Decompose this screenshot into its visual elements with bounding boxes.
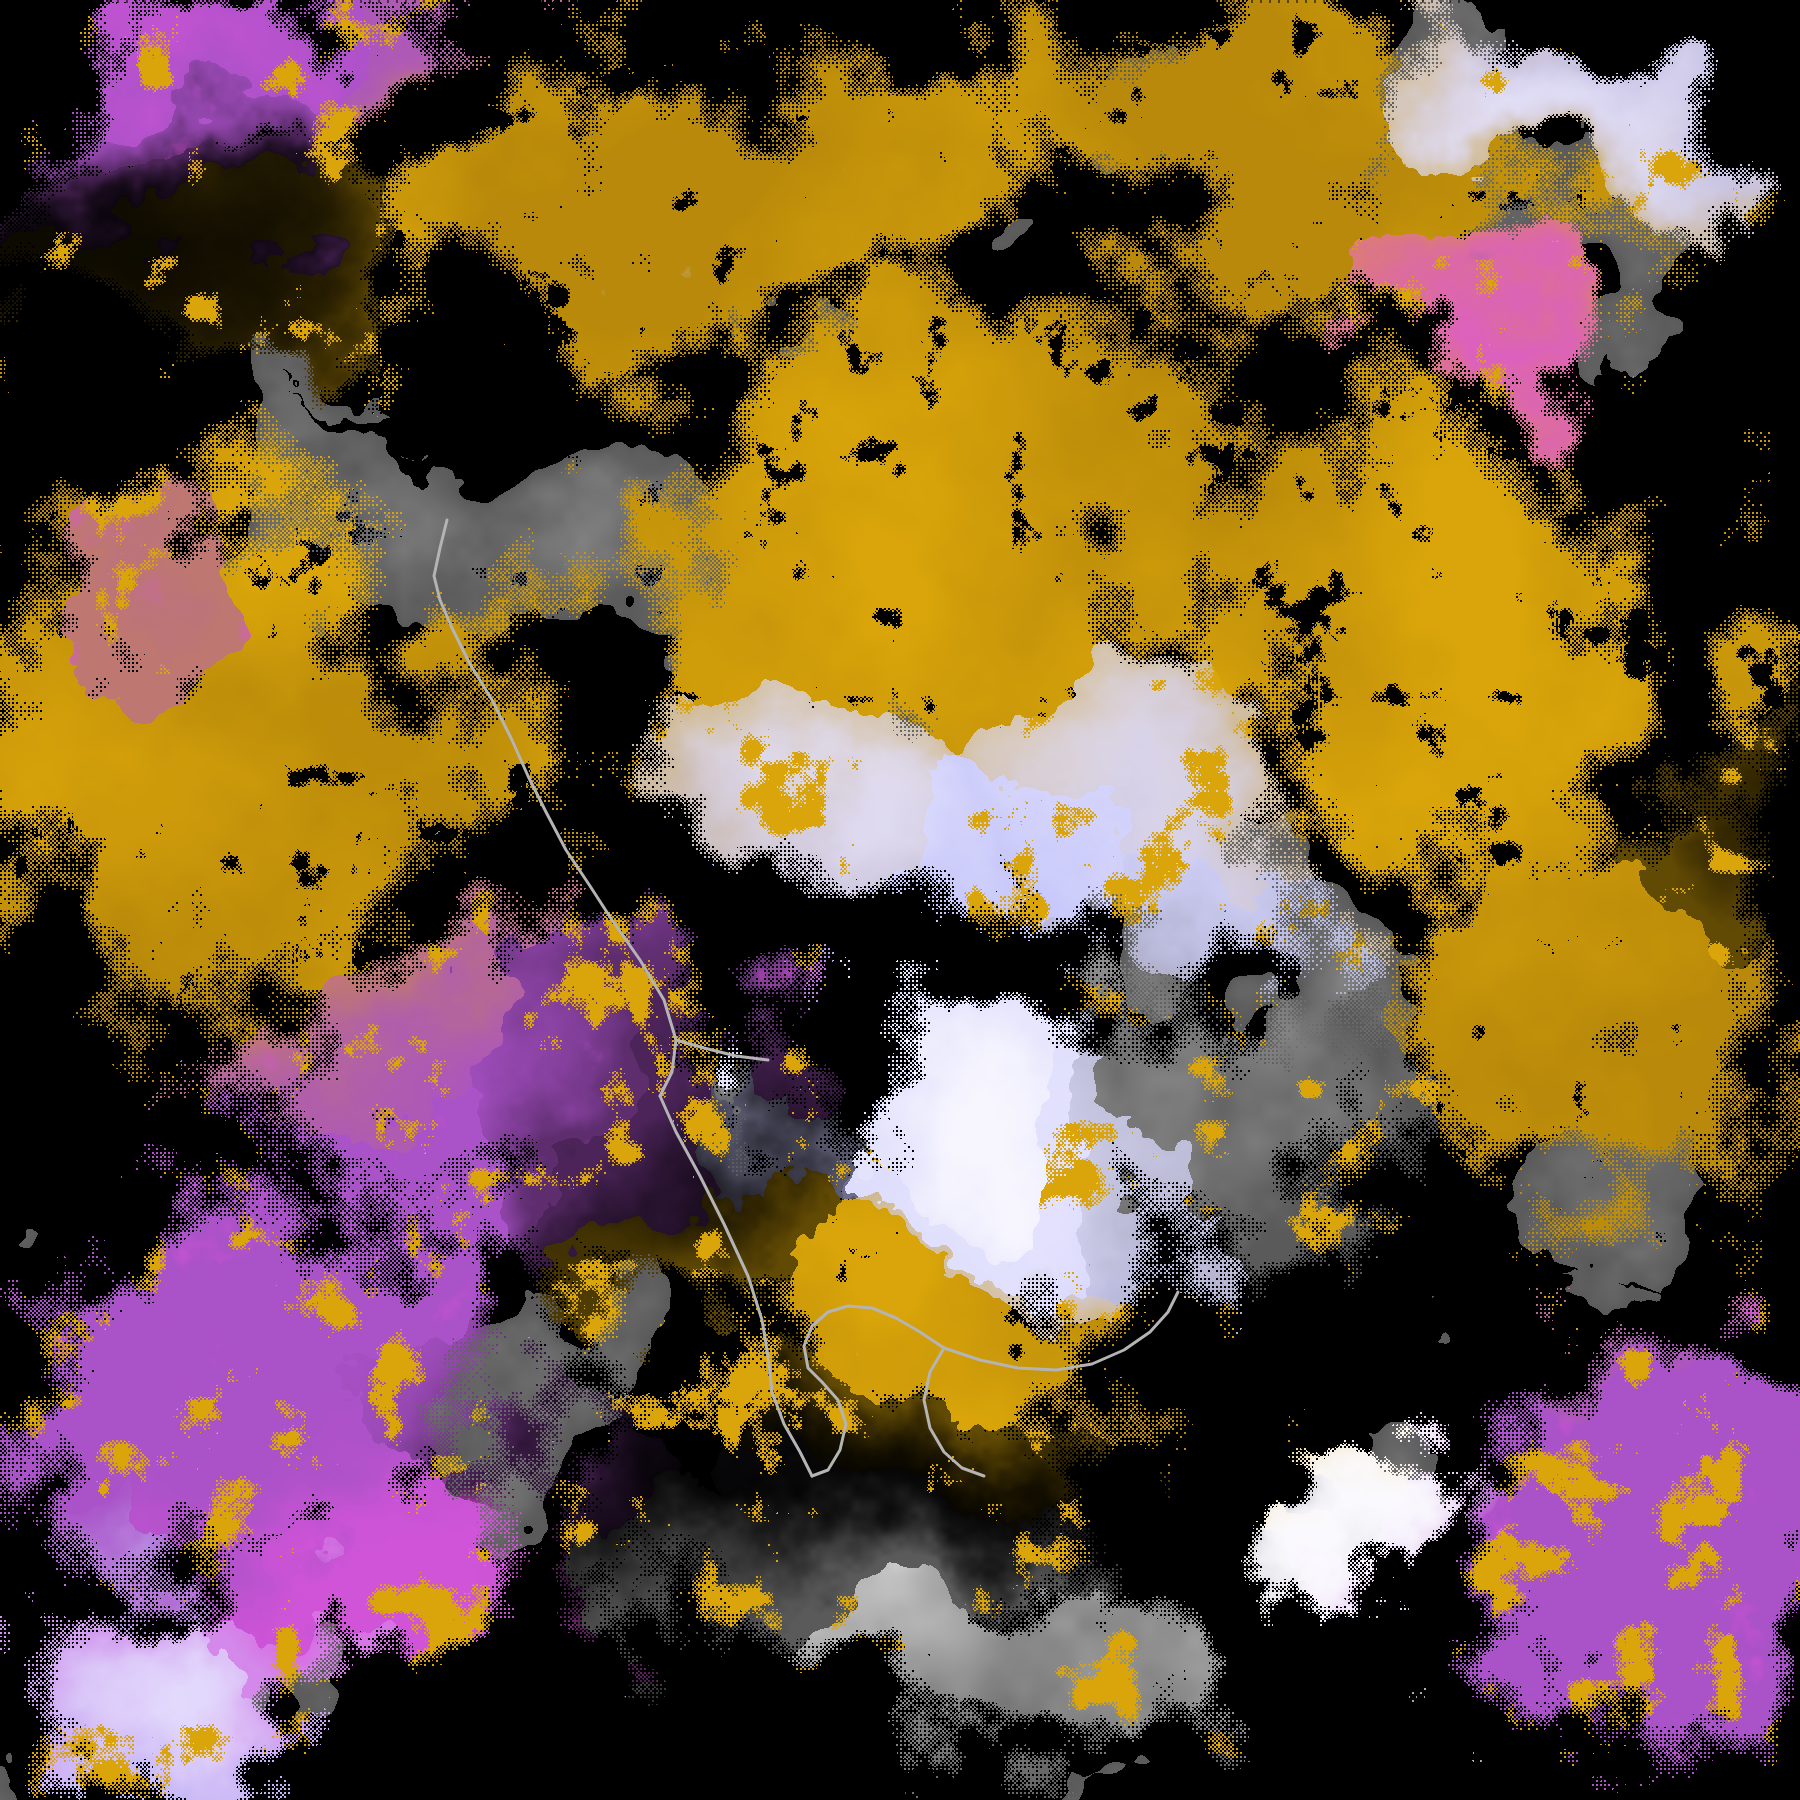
false-color-satellite-composite xyxy=(0,0,1800,1800)
satellite-image-viewer: Color interpretation Clear / no-signal L… xyxy=(0,0,1800,1800)
satellite-scene xyxy=(0,0,1800,1800)
